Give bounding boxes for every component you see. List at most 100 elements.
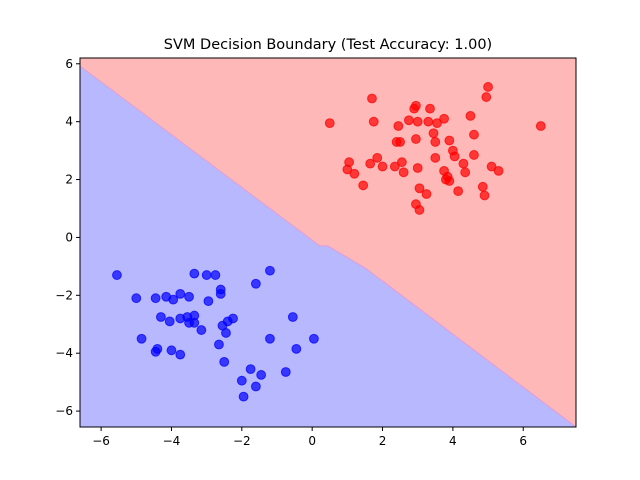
data-point	[428, 128, 439, 139]
data-point	[280, 367, 291, 377]
x-tick-label: 0	[308, 434, 316, 448]
data-point	[411, 134, 421, 144]
data-point	[164, 316, 175, 327]
y-tick-label: −4	[55, 346, 73, 360]
y-tick-label: 0	[65, 230, 73, 244]
data-point	[396, 157, 407, 168]
data-point	[479, 190, 490, 201]
data-point	[483, 82, 493, 92]
data-point	[398, 167, 409, 178]
data-point	[458, 158, 469, 169]
data-point	[404, 115, 414, 126]
data-point	[430, 137, 441, 147]
data-point	[430, 152, 441, 163]
data-point	[389, 161, 400, 172]
data-point	[221, 328, 231, 338]
data-point	[166, 345, 177, 356]
data-point	[358, 180, 369, 191]
axes: −6 −4 −2 0 2 4 6 −6 −4 −2 0 2 4 6	[55, 57, 577, 448]
data-point	[444, 176, 455, 186]
data-point	[444, 135, 455, 146]
data-point	[250, 381, 261, 392]
data-point	[214, 339, 224, 350]
data-point	[324, 118, 335, 129]
data-point	[349, 168, 360, 179]
data-point	[365, 158, 376, 169]
data-point	[469, 129, 479, 140]
data-point	[486, 161, 497, 172]
data-point	[238, 391, 249, 402]
data-point	[421, 189, 432, 199]
data-point	[309, 333, 319, 344]
data-point	[203, 296, 214, 307]
x-tick-label: 6	[519, 434, 527, 448]
x-tick-label: −4	[163, 434, 181, 448]
data-point	[344, 157, 355, 168]
data-point	[215, 284, 226, 295]
data-point	[412, 163, 423, 173]
data-point	[265, 333, 275, 344]
data-point	[265, 265, 275, 276]
data-point	[219, 356, 230, 367]
data-point	[372, 152, 383, 163]
data-point	[168, 294, 179, 305]
x-tick-label: −2	[233, 434, 251, 448]
data-point	[414, 183, 425, 194]
axes-frame	[79, 57, 577, 428]
data-point	[481, 92, 492, 102]
data-point	[201, 270, 212, 280]
data-point	[414, 205, 425, 215]
y-tick-label: −6	[55, 404, 73, 418]
data-points	[112, 82, 546, 402]
data-point	[411, 100, 421, 111]
data-point	[131, 293, 142, 304]
data-point	[291, 343, 302, 354]
data-point	[236, 375, 247, 386]
data-point	[184, 291, 194, 302]
data-point	[150, 293, 161, 304]
data-point	[469, 150, 479, 160]
data-point	[377, 161, 388, 172]
data-point	[210, 270, 221, 280]
x-tick-label: 4	[449, 434, 457, 448]
data-point	[395, 137, 406, 147]
data-point	[156, 312, 166, 322]
data-point	[432, 118, 442, 129]
data-point	[175, 288, 186, 299]
x-tick-label: −6	[92, 434, 110, 448]
y-tick-label: −2	[55, 288, 73, 302]
data-point	[152, 343, 163, 354]
x-tick-label: 2	[379, 434, 387, 448]
y-tick-label: 4	[65, 115, 73, 129]
data-point	[439, 113, 449, 124]
data-point	[393, 121, 404, 131]
data-point	[189, 310, 200, 321]
data-point	[136, 333, 147, 344]
data-point	[423, 116, 434, 127]
data-point	[449, 151, 460, 162]
data-point	[287, 312, 298, 322]
data-point	[256, 370, 267, 380]
data-point	[250, 278, 261, 289]
data-point	[412, 116, 423, 127]
data-point	[368, 116, 379, 127]
data-point	[535, 121, 546, 131]
data-point	[425, 103, 435, 114]
data-point	[175, 349, 186, 360]
data-point	[493, 165, 504, 176]
data-point	[465, 110, 476, 121]
data-point	[112, 270, 122, 280]
data-point	[367, 93, 377, 104]
y-tick-label: 2	[65, 173, 73, 187]
data-point	[453, 186, 464, 197]
data-point	[245, 364, 256, 375]
data-point	[477, 181, 488, 192]
decision-boundary	[79, 65, 577, 428]
data-point	[189, 268, 200, 279]
data-point	[460, 167, 471, 178]
plot-area	[79, 58, 577, 428]
data-point	[228, 313, 238, 324]
data-point	[196, 325, 207, 335]
chart-title: SVM Decision Boundary (Test Accuracy: 1.…	[164, 37, 492, 53]
